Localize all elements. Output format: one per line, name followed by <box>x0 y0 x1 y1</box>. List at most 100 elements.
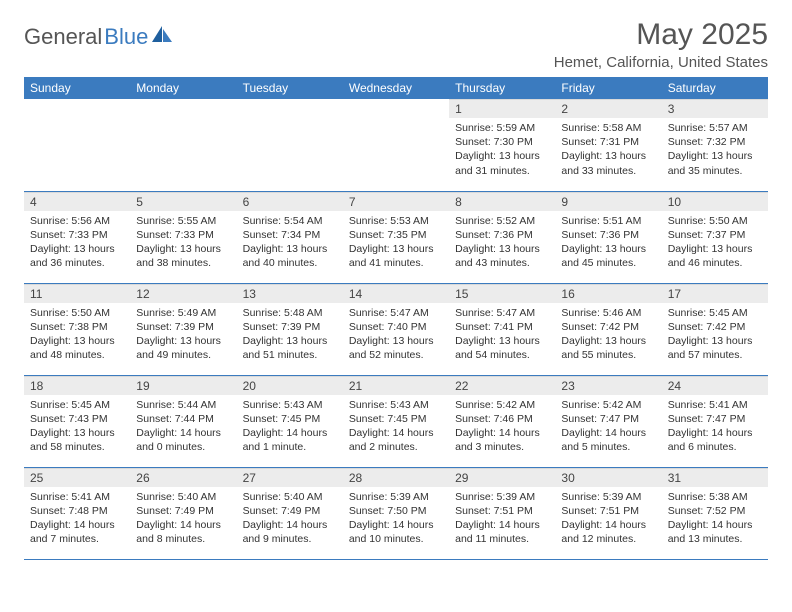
calendar-week-row: 11Sunrise: 5:50 AMSunset: 7:38 PMDayligh… <box>24 283 768 375</box>
weekday-header: Saturday <box>662 77 768 99</box>
day-number: 12 <box>130 284 236 303</box>
calendar-day-cell: 7Sunrise: 5:53 AMSunset: 7:35 PMDaylight… <box>343 191 449 283</box>
weekday-header: Tuesday <box>237 77 343 99</box>
calendar-day-cell: 27Sunrise: 5:40 AMSunset: 7:49 PMDayligh… <box>237 467 343 559</box>
day-number: 29 <box>449 468 555 487</box>
calendar-day-cell: 12Sunrise: 5:49 AMSunset: 7:39 PMDayligh… <box>130 283 236 375</box>
calendar-day-cell: 5Sunrise: 5:55 AMSunset: 7:33 PMDaylight… <box>130 191 236 283</box>
day-number: 8 <box>449 192 555 211</box>
day-number: 22 <box>449 376 555 395</box>
day-details: Sunrise: 5:43 AMSunset: 7:45 PMDaylight:… <box>237 395 343 459</box>
day-number: 30 <box>555 468 661 487</box>
header: GeneralBlue May 2025 Hemet, California, … <box>24 18 768 71</box>
calendar-day-cell: 6Sunrise: 5:54 AMSunset: 7:34 PMDaylight… <box>237 191 343 283</box>
day-details: Sunrise: 5:41 AMSunset: 7:48 PMDaylight:… <box>24 487 130 551</box>
day-details: Sunrise: 5:39 AMSunset: 7:51 PMDaylight:… <box>555 487 661 551</box>
calendar-day-cell: 15Sunrise: 5:47 AMSunset: 7:41 PMDayligh… <box>449 283 555 375</box>
day-number: 17 <box>662 284 768 303</box>
day-number: 13 <box>237 284 343 303</box>
title-block: May 2025 Hemet, California, United State… <box>554 18 768 71</box>
day-number: 9 <box>555 192 661 211</box>
day-number: 5 <box>130 192 236 211</box>
day-details: Sunrise: 5:48 AMSunset: 7:39 PMDaylight:… <box>237 303 343 367</box>
logo: GeneralBlue <box>24 18 174 50</box>
calendar-week-row: 4Sunrise: 5:56 AMSunset: 7:33 PMDaylight… <box>24 191 768 283</box>
day-details: Sunrise: 5:56 AMSunset: 7:33 PMDaylight:… <box>24 211 130 275</box>
day-number: 19 <box>130 376 236 395</box>
weekday-header: Sunday <box>24 77 130 99</box>
day-number: 10 <box>662 192 768 211</box>
day-number: 25 <box>24 468 130 487</box>
day-details: Sunrise: 5:42 AMSunset: 7:47 PMDaylight:… <box>555 395 661 459</box>
calendar-day-cell: 19Sunrise: 5:44 AMSunset: 7:44 PMDayligh… <box>130 375 236 467</box>
day-details: Sunrise: 5:40 AMSunset: 7:49 PMDaylight:… <box>130 487 236 551</box>
day-number: 2 <box>555 99 661 118</box>
calendar-day-cell: 17Sunrise: 5:45 AMSunset: 7:42 PMDayligh… <box>662 283 768 375</box>
calendar-day-cell: 13Sunrise: 5:48 AMSunset: 7:39 PMDayligh… <box>237 283 343 375</box>
day-details: Sunrise: 5:49 AMSunset: 7:39 PMDaylight:… <box>130 303 236 367</box>
day-number: 18 <box>24 376 130 395</box>
day-number: 26 <box>130 468 236 487</box>
calendar-day-cell: 8Sunrise: 5:52 AMSunset: 7:36 PMDaylight… <box>449 191 555 283</box>
weekday-header-row: SundayMondayTuesdayWednesdayThursdayFrid… <box>24 77 768 99</box>
calendar-day-cell: 24Sunrise: 5:41 AMSunset: 7:47 PMDayligh… <box>662 375 768 467</box>
calendar-day-cell: 22Sunrise: 5:42 AMSunset: 7:46 PMDayligh… <box>449 375 555 467</box>
day-details: Sunrise: 5:58 AMSunset: 7:31 PMDaylight:… <box>555 118 661 182</box>
day-number: 15 <box>449 284 555 303</box>
day-details: Sunrise: 5:59 AMSunset: 7:30 PMDaylight:… <box>449 118 555 182</box>
day-number: 28 <box>343 468 449 487</box>
day-number: 31 <box>662 468 768 487</box>
calendar-day-cell: 26Sunrise: 5:40 AMSunset: 7:49 PMDayligh… <box>130 467 236 559</box>
calendar-empty-cell <box>24 99 130 191</box>
day-details: Sunrise: 5:43 AMSunset: 7:45 PMDaylight:… <box>343 395 449 459</box>
calendar-empty-cell <box>343 99 449 191</box>
day-details: Sunrise: 5:50 AMSunset: 7:38 PMDaylight:… <box>24 303 130 367</box>
day-number: 23 <box>555 376 661 395</box>
day-details: Sunrise: 5:45 AMSunset: 7:43 PMDaylight:… <box>24 395 130 459</box>
day-number: 4 <box>24 192 130 211</box>
day-details: Sunrise: 5:53 AMSunset: 7:35 PMDaylight:… <box>343 211 449 275</box>
day-number: 14 <box>343 284 449 303</box>
calendar-day-cell: 2Sunrise: 5:58 AMSunset: 7:31 PMDaylight… <box>555 99 661 191</box>
calendar-week-row: 25Sunrise: 5:41 AMSunset: 7:48 PMDayligh… <box>24 467 768 559</box>
day-details: Sunrise: 5:41 AMSunset: 7:47 PMDaylight:… <box>662 395 768 459</box>
calendar-day-cell: 10Sunrise: 5:50 AMSunset: 7:37 PMDayligh… <box>662 191 768 283</box>
day-number: 21 <box>343 376 449 395</box>
day-number: 6 <box>237 192 343 211</box>
weekday-header: Friday <box>555 77 661 99</box>
day-details: Sunrise: 5:55 AMSunset: 7:33 PMDaylight:… <box>130 211 236 275</box>
calendar-day-cell: 21Sunrise: 5:43 AMSunset: 7:45 PMDayligh… <box>343 375 449 467</box>
calendar-day-cell: 9Sunrise: 5:51 AMSunset: 7:36 PMDaylight… <box>555 191 661 283</box>
logo-text-blue: Blue <box>104 24 148 50</box>
day-details: Sunrise: 5:42 AMSunset: 7:46 PMDaylight:… <box>449 395 555 459</box>
day-details: Sunrise: 5:57 AMSunset: 7:32 PMDaylight:… <box>662 118 768 182</box>
calendar-day-cell: 11Sunrise: 5:50 AMSunset: 7:38 PMDayligh… <box>24 283 130 375</box>
day-details: Sunrise: 5:47 AMSunset: 7:41 PMDaylight:… <box>449 303 555 367</box>
calendar-day-cell: 30Sunrise: 5:39 AMSunset: 7:51 PMDayligh… <box>555 467 661 559</box>
weekday-header: Monday <box>130 77 236 99</box>
day-number: 11 <box>24 284 130 303</box>
calendar-day-cell: 29Sunrise: 5:39 AMSunset: 7:51 PMDayligh… <box>449 467 555 559</box>
day-details: Sunrise: 5:39 AMSunset: 7:51 PMDaylight:… <box>449 487 555 551</box>
logo-sail-icon <box>152 26 174 49</box>
calendar-empty-cell <box>130 99 236 191</box>
calendar-day-cell: 3Sunrise: 5:57 AMSunset: 7:32 PMDaylight… <box>662 99 768 191</box>
day-details: Sunrise: 5:38 AMSunset: 7:52 PMDaylight:… <box>662 487 768 551</box>
calendar-day-cell: 1Sunrise: 5:59 AMSunset: 7:30 PMDaylight… <box>449 99 555 191</box>
day-number: 16 <box>555 284 661 303</box>
day-number: 7 <box>343 192 449 211</box>
day-details: Sunrise: 5:44 AMSunset: 7:44 PMDaylight:… <box>130 395 236 459</box>
calendar-day-cell: 4Sunrise: 5:56 AMSunset: 7:33 PMDaylight… <box>24 191 130 283</box>
day-number: 20 <box>237 376 343 395</box>
page-title: May 2025 <box>554 18 768 52</box>
day-number: 1 <box>449 99 555 118</box>
calendar-table: SundayMondayTuesdayWednesdayThursdayFrid… <box>24 77 768 560</box>
day-details: Sunrise: 5:45 AMSunset: 7:42 PMDaylight:… <box>662 303 768 367</box>
calendar-day-cell: 28Sunrise: 5:39 AMSunset: 7:50 PMDayligh… <box>343 467 449 559</box>
day-number: 27 <box>237 468 343 487</box>
day-details: Sunrise: 5:52 AMSunset: 7:36 PMDaylight:… <box>449 211 555 275</box>
calendar-day-cell: 16Sunrise: 5:46 AMSunset: 7:42 PMDayligh… <box>555 283 661 375</box>
location-text: Hemet, California, United States <box>554 54 768 71</box>
calendar-day-cell: 18Sunrise: 5:45 AMSunset: 7:43 PMDayligh… <box>24 375 130 467</box>
day-details: Sunrise: 5:39 AMSunset: 7:50 PMDaylight:… <box>343 487 449 551</box>
